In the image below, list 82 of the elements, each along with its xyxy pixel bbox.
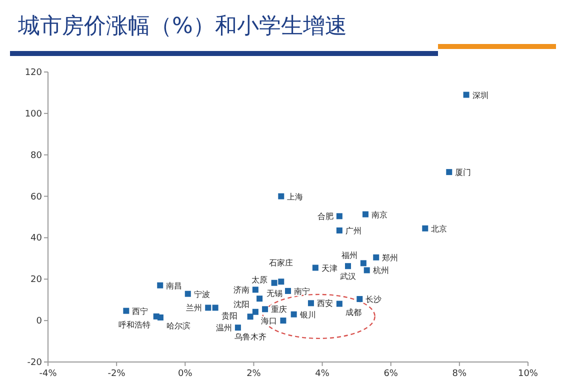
annotation: 天津 xyxy=(321,264,338,273)
annotation: 成都 xyxy=(345,308,362,317)
point xyxy=(285,288,291,294)
point xyxy=(247,314,254,320)
point xyxy=(360,260,366,266)
y-tick-label: 60 xyxy=(30,192,42,202)
annotation: 太原 xyxy=(252,276,268,285)
annotation: 郑州 xyxy=(382,253,398,262)
annotation: 广州 xyxy=(345,226,362,236)
annotation: 长沙 xyxy=(366,295,382,304)
point xyxy=(364,267,370,274)
point xyxy=(336,227,342,234)
point xyxy=(422,225,428,232)
point xyxy=(205,304,212,311)
annotation: 无锡 xyxy=(266,288,282,298)
annotation: 宁波 xyxy=(194,290,210,299)
y-tick-label: 80 xyxy=(30,150,42,161)
point xyxy=(234,324,241,331)
annotation: 呼和浩特 xyxy=(118,320,150,330)
point xyxy=(157,314,164,320)
annotation: 深圳 xyxy=(472,90,488,100)
point xyxy=(308,300,314,306)
point xyxy=(278,193,284,200)
annotation: 杭州 xyxy=(372,266,389,276)
annotation: 温州 xyxy=(216,324,232,333)
chart-title: 城市房价涨幅（%）和小学生增速 xyxy=(17,14,347,39)
point xyxy=(336,300,342,307)
y-tick-label: -20 xyxy=(27,358,42,368)
point xyxy=(123,308,130,314)
point xyxy=(362,211,368,218)
annotation: 南宁 xyxy=(294,286,310,296)
x-tick-label: 8% xyxy=(452,369,468,379)
annotation: 兰州 xyxy=(186,304,202,313)
x-tick-label: 10% xyxy=(518,369,538,379)
annotation: 乌鲁木齐 xyxy=(234,332,266,342)
point xyxy=(336,213,342,220)
annotation: 贵阳 xyxy=(221,312,238,321)
point xyxy=(157,282,164,288)
point xyxy=(252,286,258,293)
point xyxy=(345,263,351,270)
annotation: 沈阳 xyxy=(233,300,250,309)
annotation: 银川 xyxy=(298,310,316,320)
point xyxy=(290,311,297,318)
x-tick-label: -2% xyxy=(108,369,126,379)
annotation: 武汉 xyxy=(340,272,356,282)
annotation: 厦门 xyxy=(455,168,472,178)
point xyxy=(262,306,268,312)
y-tick-label: 40 xyxy=(30,234,42,244)
annotation: 福州 xyxy=(341,251,358,260)
point xyxy=(184,290,191,297)
annotation: 石家庄 xyxy=(269,258,294,268)
point xyxy=(252,308,258,315)
annotation: 南昌 xyxy=(166,281,182,290)
point xyxy=(271,280,278,286)
point xyxy=(356,296,363,302)
point xyxy=(280,318,286,324)
x-tick-label: 0% xyxy=(178,369,193,379)
point xyxy=(312,264,318,271)
y-tick-label: 120 xyxy=(24,68,42,78)
x-tick-label: 2% xyxy=(246,369,262,379)
point xyxy=(463,92,470,98)
point xyxy=(256,296,263,302)
annotation: 哈尔滨 xyxy=(166,321,190,330)
annotation: 南京 xyxy=(371,210,388,220)
annotation: 西安 xyxy=(316,299,333,308)
point xyxy=(373,254,380,260)
annotation: 西宁 xyxy=(132,306,148,316)
annotation: 上海 xyxy=(287,192,304,202)
x-tick-label: -4% xyxy=(39,369,58,379)
x-tick-label: 6% xyxy=(384,369,398,379)
annotation: 济南 xyxy=(233,286,250,295)
annotation: 海口 xyxy=(261,316,278,326)
point xyxy=(212,304,218,311)
annotation: 合肥 xyxy=(317,212,334,222)
point xyxy=(278,278,284,285)
annotation: 重庆 xyxy=(271,305,288,314)
x-tick-label: 4% xyxy=(315,369,330,379)
annotation: 北京 xyxy=(431,224,448,234)
y-tick-label: 0 xyxy=(36,316,42,327)
point xyxy=(446,169,452,176)
y-tick-label: 20 xyxy=(30,275,42,286)
y-tick-label: 100 xyxy=(24,109,42,120)
